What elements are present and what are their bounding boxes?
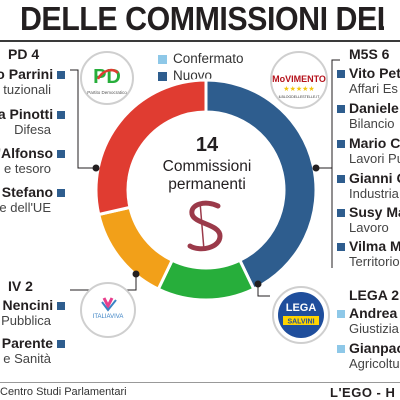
new-marker [337, 243, 345, 252]
legend-label-confirmed: Confermato [173, 51, 244, 66]
lega-entry: Andrea C Giustizia [337, 305, 400, 336]
m5s-logo-icon: MoVIMENTO ★★★★★ ILBLOGDELLESTELLE.IT [272, 73, 326, 99]
legend-swatch-new [158, 71, 167, 81]
pd-entry: io Parrini tuzionali [0, 66, 65, 97]
svg-text:★★★★★: ★★★★★ [283, 85, 314, 93]
donut-slice-lega [156, 258, 256, 302]
confirmed-marker [337, 345, 345, 354]
m5s-entry: Vilma M Territorio [337, 238, 400, 269]
senate-emblem [178, 198, 234, 254]
m5s-entry: Mario Co Lavori Pu [337, 135, 400, 166]
lega-logo: LEGA SALVINI [272, 286, 330, 344]
new-marker [337, 105, 345, 114]
confirmed-marker [57, 340, 65, 349]
legend-item-confirmed: Confermato [158, 51, 244, 66]
m5s-entry-name: Gianni G [349, 170, 400, 186]
title-rule [0, 40, 400, 42]
svg-text:ILBLOGDELLESTELLE.IT: ILBLOGDELLESTELLE.IT [279, 95, 321, 99]
m5s-entry-name: Mario Co [349, 135, 400, 151]
pd-entry-name: D'Alfonso [0, 145, 65, 161]
iv-entry: a Parente e Sanità [0, 335, 65, 366]
party-header-pd: PD 4 [8, 46, 40, 62]
iv-entry-desc: e Sanità [3, 351, 51, 366]
m5s-entry-desc: Industria [349, 186, 399, 201]
pd-entry-name: a Pinotti [0, 106, 65, 122]
m5s-entry-desc: Lavori Pu [349, 151, 400, 166]
lega-logo-icon: LEGA SALVINI [278, 292, 324, 338]
pd-entry: D'Alfonso e tesoro [0, 145, 65, 176]
iv-entry: o Nencini Pubblica [0, 297, 65, 328]
iv-logo: ITALIAVIVA [80, 282, 136, 338]
center-line1: Commissioni [162, 158, 252, 175]
legend-swatch-confirmed [158, 54, 167, 64]
lega-entry-desc: Giustizia [349, 321, 399, 336]
svg-text:SALVINI: SALVINI [287, 319, 314, 326]
confirmed-marker [337, 310, 345, 319]
new-marker [57, 302, 65, 311]
lega-entry-desc: Agricoltu [349, 356, 400, 371]
m5s-entry-name: Susy Ma [349, 204, 400, 220]
m5s-entry: Vito Pet Affari Es [337, 65, 400, 96]
pd-entry: o Stefano e dell'UE [0, 184, 65, 215]
new-marker [57, 111, 65, 120]
new-marker [337, 140, 345, 149]
m5s-entry: Gianni G Industria [337, 170, 400, 201]
svg-text:PD: PD [93, 66, 121, 88]
iv-entry-name: a Parente [0, 335, 65, 351]
center-count: 14 [195, 134, 219, 156]
m5s-entry-desc: Territorio [349, 254, 400, 269]
iv-logo-icon: ITALIAVIVA [93, 297, 124, 320]
footer-rule [0, 382, 400, 383]
connector-dots [92, 164, 320, 288]
pd-entry: a Pinotti Difesa [0, 106, 65, 137]
svg-text:Partito Democratico: Partito Democratico [87, 90, 127, 95]
m5s-entry-name: Vito Pet [349, 65, 400, 81]
new-marker [337, 209, 345, 218]
footer-brand: L'EGO - H [330, 385, 396, 400]
pd-entry-desc: e dell'UE [0, 200, 51, 215]
m5s-logo: MoVIMENTO ★★★★★ ILBLOGDELLESTELLE.IT [270, 51, 328, 109]
party-header-iv: IV 2 [8, 278, 33, 294]
pd-entry-desc: e tesoro [4, 161, 51, 176]
m5s-entry-desc: Lavoro [349, 220, 389, 235]
lega-entry-name: Andrea C [349, 305, 400, 321]
lega-entry: Gianpao Agricoltu [337, 340, 400, 371]
new-marker [57, 150, 65, 159]
new-marker [337, 175, 345, 184]
party-header-lega: LEGA 2 [349, 287, 400, 303]
new-marker [337, 70, 345, 79]
lega-entry-name: Gianpao [349, 340, 400, 356]
iv-entry-name: o Nencini [0, 297, 65, 313]
pd-entry-desc: tuzionali [3, 82, 51, 97]
m5s-entry-name: Daniele [349, 100, 399, 116]
svg-text:MoVIMENTO: MoVIMENTO [272, 74, 326, 84]
pd-logo-icon: PD Partito Democratico [87, 66, 127, 95]
party-header-m5s: M5S 6 [349, 46, 390, 62]
iv-entry-desc: Pubblica [1, 313, 51, 328]
pd-entry-name: o Stefano [0, 184, 65, 200]
m5s-entry-desc: Bilancio [349, 116, 395, 131]
pd-entry-name: io Parrini [0, 66, 65, 82]
pd-logo: PD Partito Democratico [80, 51, 134, 105]
svg-text:LEGA: LEGA [286, 302, 317, 314]
m5s-entry-desc: Affari Es [349, 81, 398, 96]
m5s-entry-name: Vilma M [349, 238, 400, 254]
svg-text:ITALIAVIVA: ITALIAVIVA [93, 314, 124, 320]
pd-entry-desc: Difesa [14, 122, 51, 137]
new-marker [57, 71, 65, 80]
center-line2: permanenti [168, 176, 246, 193]
new-marker [57, 189, 65, 198]
donut-slice-pd [94, 78, 208, 217]
m5s-entry: Susy Ma Lavoro [337, 204, 400, 235]
m5s-entry: Daniele Bilancio [337, 100, 399, 131]
legend: Confermato Nuovo [158, 51, 244, 83]
footer-source: Centro Studi Parlamentari [0, 386, 127, 398]
page-title: IDENTI DELLE COMMISSIONI DEL SENA [16, 0, 384, 37]
